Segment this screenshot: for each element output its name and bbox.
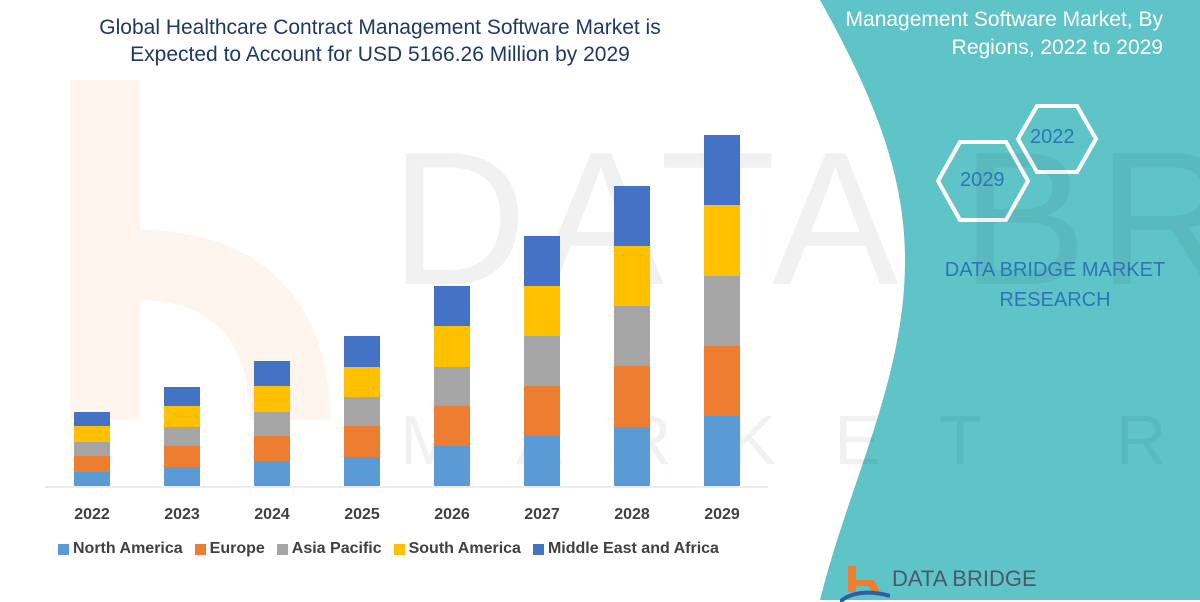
hexagon-2029 (935, 140, 1031, 222)
bar-2029-north-america (704, 416, 740, 486)
bar-2027-asia-pacific (524, 336, 560, 386)
x-tick-label: 2029 (704, 506, 740, 523)
legend-label: North America (73, 540, 183, 557)
bar-2029-asia-pacific (704, 276, 740, 346)
bar-2025-middle-east-and-africa (344, 336, 380, 367)
legend-swatch (276, 543, 288, 555)
bar-2027-north-america (524, 436, 560, 486)
bar-2024-asia-pacific (254, 412, 290, 436)
bar-2023-south-america (164, 406, 200, 427)
bar-2022-middle-east-and-africa (74, 412, 110, 426)
bar-2028-north-america (614, 427, 650, 486)
x-tick-label: 2023 (164, 506, 200, 523)
bar-2024-north-america (254, 461, 290, 486)
legend-label: South America (408, 540, 521, 557)
legend: North America Europe Asia Pacific South Ame… (58, 540, 719, 558)
chart-title: Global Healthcare Contract Management So… (99, 16, 661, 66)
bar-2022-north-america (74, 472, 110, 486)
stacked-bar-chart: 2022 2023 2024 2025 2026 2027 2028 2029 (45, 135, 768, 523)
watermark-logo (70, 80, 330, 420)
bar-2028-asia-pacific (614, 306, 650, 366)
legend-swatch (58, 543, 69, 555)
legend-item: North America (58, 540, 183, 558)
logo-text: DATA BRIDGE (892, 566, 1037, 591)
hex-label-2029: 2029 (960, 169, 1005, 191)
brand-name: DATA BRIDGE MARKET RESEARCH (944, 259, 1166, 311)
bar-2027-europe (524, 386, 560, 436)
bar-2025-south-america (344, 367, 380, 397)
bar-2027-south-america (524, 286, 560, 336)
x-tick-label: 2022 (74, 506, 110, 523)
bar-2023-north-america (164, 467, 200, 486)
bar-2028-middle-east-and-africa (614, 186, 650, 246)
hex-label-2022: 2022 (1030, 126, 1075, 148)
bar-2023-middle-east-and-africa (164, 387, 200, 406)
legend-label: Asia Pacific (291, 540, 382, 557)
bar-2026-asia-pacific (434, 367, 470, 406)
x-tick-label: 2024 (254, 506, 290, 523)
x-tick-label: 2025 (344, 506, 380, 523)
hexagon-2022 (1015, 104, 1099, 174)
bar-2025-asia-pacific (344, 397, 380, 426)
legend-label: Europe (209, 540, 265, 557)
legend-item: South America (393, 540, 521, 558)
bar-2024-south-america (254, 386, 290, 412)
bar-2022-europe (74, 456, 110, 472)
legend-item: Europe (194, 540, 265, 558)
legend-item: Middle East and Africa (532, 540, 719, 558)
bar-2024-middle-east-and-africa (254, 361, 290, 386)
legend-item: Asia Pacific (276, 540, 382, 558)
legend-swatch (532, 543, 544, 555)
bar-2028-south-america (614, 246, 650, 306)
bar-2026-europe (434, 406, 470, 446)
bar-2022-asia-pacific (74, 442, 110, 456)
bar-2026-middle-east-and-africa (434, 286, 470, 326)
x-tick-label: 2026 (434, 506, 470, 523)
bar-2023-asia-pacific (164, 427, 200, 446)
x-tick-label: 2027 (524, 506, 560, 523)
x-tick-label: 2028 (614, 506, 650, 523)
legend-swatch (393, 543, 405, 555)
side-subtitle: Management Software Market, By Regions, … (845, 8, 1163, 59)
bar-2029-middle-east-and-africa (704, 135, 740, 205)
bar-2022-south-america (74, 426, 110, 442)
legend-label: Middle East and Africa (547, 540, 719, 557)
bar-2026-north-america (434, 446, 470, 486)
bar-2025-europe (344, 426, 380, 457)
data-bridge-logo-icon (840, 566, 890, 602)
bar-2027-middle-east-and-africa (524, 236, 560, 286)
bar-2025-north-america (344, 457, 380, 486)
bar-2029-south-america (704, 205, 740, 276)
bar-2024-europe (254, 436, 290, 461)
bar-2029-europe (704, 346, 740, 416)
legend-swatch (194, 543, 206, 555)
bar-2026-south-america (434, 326, 470, 367)
bar-2023-europe (164, 446, 200, 467)
bar-2028-europe (614, 366, 650, 427)
